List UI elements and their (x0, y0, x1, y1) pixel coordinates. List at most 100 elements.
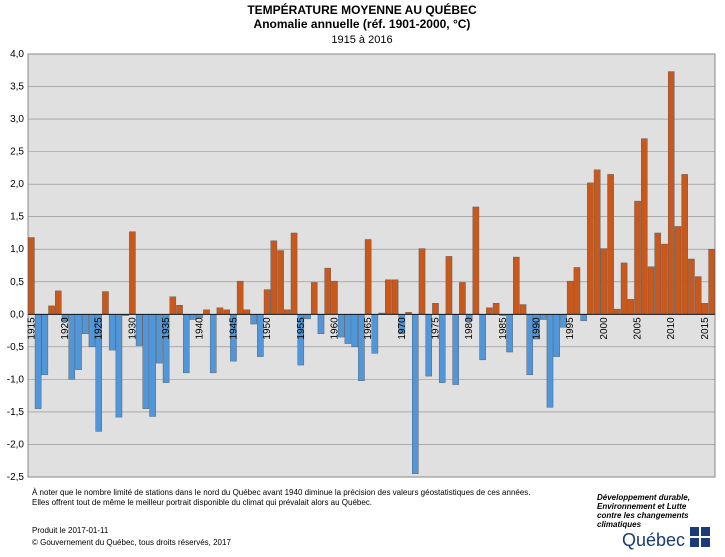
y-tick-label: 1,0 (10, 244, 24, 255)
bar (48, 305, 55, 315)
bar (263, 289, 271, 315)
y-tick-label: 0,0 (10, 309, 24, 320)
bar (667, 71, 675, 315)
bar (492, 303, 500, 315)
x-tick-label: 1950 (262, 317, 273, 340)
bar (412, 314, 419, 474)
chart-period: 1915 à 2016 (331, 34, 392, 46)
bar (385, 279, 392, 315)
x-tick-label: 1920 (60, 317, 71, 340)
y-tick-label: -1,0 (7, 374, 25, 385)
y-tick-label: -1,5 (7, 407, 25, 418)
bar (391, 279, 399, 315)
ministry: climatiques (597, 520, 642, 529)
bar (75, 314, 82, 370)
flag-logo (690, 527, 710, 547)
x-tick-label: 1915 (26, 317, 37, 340)
bar (310, 282, 318, 315)
bar (243, 309, 251, 315)
bar (600, 248, 608, 315)
bar (587, 182, 594, 315)
bar (661, 243, 668, 315)
bar (566, 280, 574, 315)
bar (681, 174, 688, 315)
bar (115, 314, 123, 418)
bar (688, 258, 695, 315)
bar (452, 314, 459, 385)
x-tick-label: 1975 (430, 317, 441, 340)
x-tick-label: 1990 (532, 317, 543, 340)
y-tick-label: 4,0 (10, 49, 24, 60)
bar (364, 239, 372, 315)
chart-subtitle: Anomalie annuelle (réf. 1901-2000, °C) (254, 17, 471, 31)
y-tick-label: 0,5 (10, 277, 24, 288)
copyright: © Gouvernement du Québec, tous droits ré… (32, 538, 231, 547)
x-tick-label: 1945 (228, 317, 239, 340)
bar (607, 174, 614, 315)
note: À noter que le nombre limité de stations… (32, 488, 531, 497)
bar (344, 314, 352, 344)
x-tick-label: 1960 (329, 317, 340, 340)
x-tick-label: 1930 (127, 317, 138, 340)
bar (647, 266, 655, 315)
bar (479, 314, 486, 361)
bar (418, 248, 426, 315)
y-tick-label: 3,0 (10, 114, 24, 125)
bar (708, 249, 715, 315)
bar (553, 314, 560, 357)
bar (183, 314, 190, 374)
bar (55, 290, 62, 315)
x-tick-label: 2000 (599, 317, 610, 340)
bar (41, 314, 49, 376)
bar (176, 304, 183, 315)
x-tick-label: 2015 (700, 317, 711, 340)
x-tick-label: 2010 (666, 317, 677, 340)
bar (129, 231, 136, 315)
bar (209, 314, 217, 374)
bar (81, 314, 89, 335)
bar (432, 303, 439, 315)
x-tick-label: 1935 (161, 317, 172, 340)
plot-area (27, 53, 716, 478)
bar (196, 314, 204, 318)
ministry: Développement durable, (597, 493, 690, 502)
y-tick-label: 1,5 (10, 212, 24, 223)
x-tick-label: 1970 (397, 317, 408, 340)
bar (654, 232, 662, 315)
bar (634, 200, 641, 315)
bar (620, 262, 628, 315)
bar (290, 232, 298, 315)
note: Elles offrent tout de même le meilleur p… (32, 498, 372, 507)
bar (674, 226, 682, 315)
bar (701, 303, 709, 315)
bar (28, 237, 35, 315)
bar (694, 276, 702, 315)
x-tick-label: 2005 (633, 317, 644, 340)
bar (102, 291, 109, 315)
x-tick-label: 1925 (94, 317, 105, 340)
y-tick-label: 2,5 (10, 147, 24, 158)
x-tick-label: 1985 (498, 317, 509, 340)
x-tick-label: 1965 (363, 317, 374, 340)
chart-title: TEMPÉRATURE MOYENNE AU QUÉBEC (247, 2, 477, 17)
bar (203, 309, 210, 315)
bar (223, 309, 230, 315)
bar (277, 250, 284, 315)
bar (472, 206, 480, 315)
bar (142, 314, 150, 409)
bar (546, 314, 554, 408)
bar (216, 307, 224, 315)
bar (593, 169, 601, 315)
bar (250, 314, 257, 325)
bar (641, 138, 648, 315)
bar (459, 282, 466, 315)
brand: Québec (622, 530, 685, 550)
bar (317, 314, 325, 335)
bar (351, 314, 358, 348)
bar (270, 240, 278, 315)
bar (445, 256, 453, 315)
bar (519, 304, 527, 315)
ministry: Environnement et Lutte (597, 502, 687, 511)
bar (169, 296, 177, 315)
